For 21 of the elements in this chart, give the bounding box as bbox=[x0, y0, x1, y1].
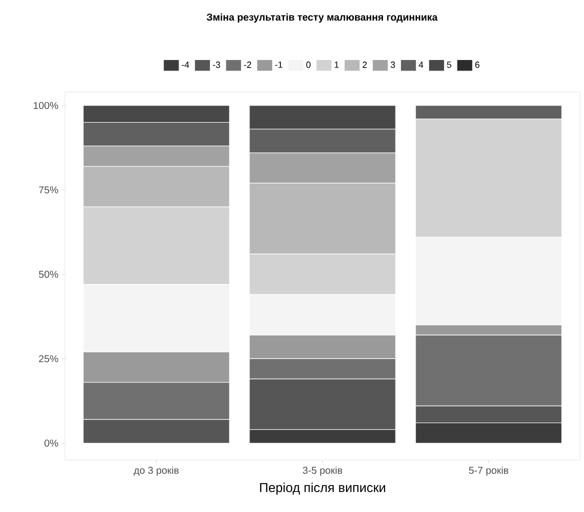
y-tick-label: 75% bbox=[39, 186, 58, 194]
legend-label: 6 bbox=[475, 62, 480, 68]
x-tick-label: до 3 років bbox=[134, 466, 179, 476]
legend-label: -2 bbox=[244, 62, 252, 68]
legend-label: -4 bbox=[182, 62, 190, 68]
legend-label: -3 bbox=[212, 62, 220, 68]
legend-label: 5 bbox=[447, 62, 452, 68]
y-tick-label: 100% bbox=[34, 102, 58, 110]
legend-label: -1 bbox=[275, 62, 282, 68]
legend-title: Зміна результатів тесту малювання годинника bbox=[206, 13, 438, 23]
y-tick-label: 0% bbox=[44, 440, 58, 447]
legend-label: 2 bbox=[362, 62, 367, 68]
y-tick-label: 25% bbox=[39, 355, 58, 362]
legend-label: 3 bbox=[390, 62, 395, 68]
x-axis-title: Період після виписки bbox=[260, 482, 386, 495]
legend-label: 0 bbox=[306, 62, 311, 68]
x-tick-label: 3-5 років bbox=[302, 466, 342, 476]
x-tick-label: 5-7 років bbox=[468, 466, 508, 476]
y-tick-label: 50% bbox=[38, 270, 58, 278]
legend-label: 1 bbox=[334, 62, 339, 68]
legend-label: 4 bbox=[418, 62, 424, 68]
